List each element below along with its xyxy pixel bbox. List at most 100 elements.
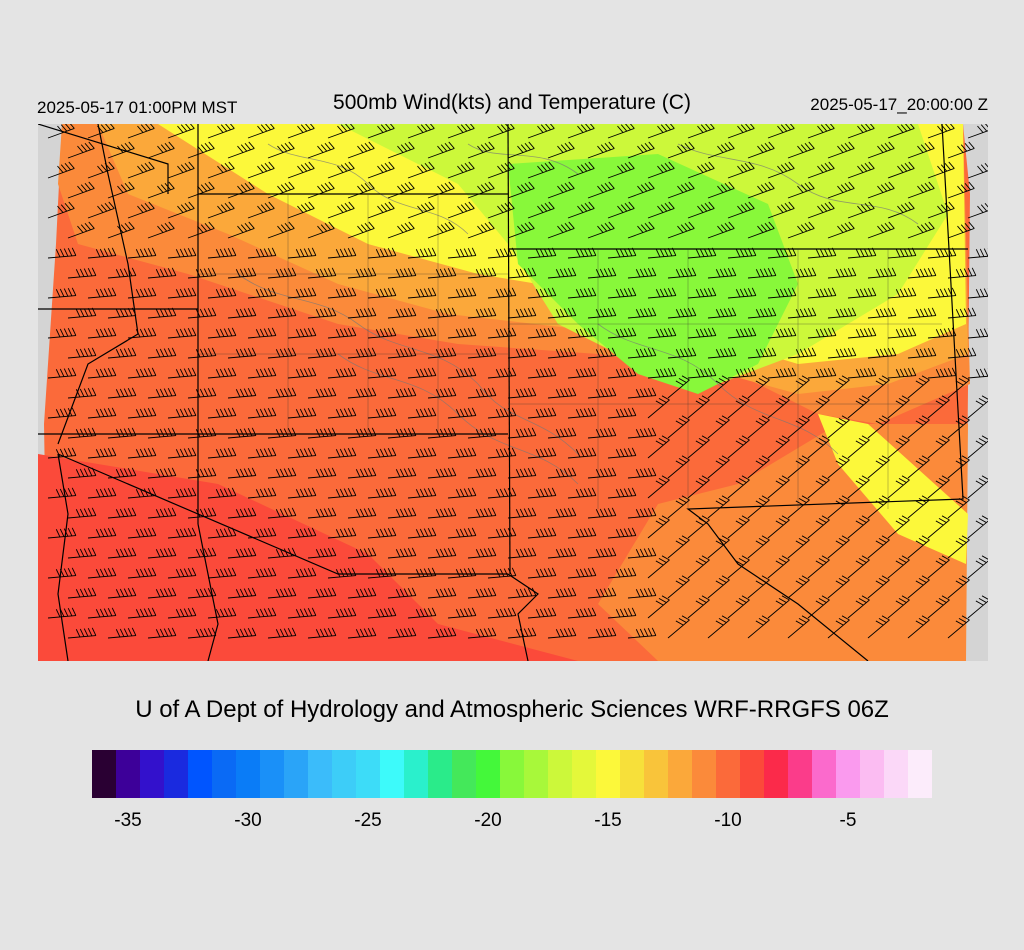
wind-barb	[187, 627, 217, 639]
wind-barb	[567, 567, 597, 579]
wind-barb	[347, 221, 375, 239]
wind-barb	[407, 447, 437, 459]
wind-barb	[207, 367, 237, 379]
colorbar-swatch	[884, 750, 908, 798]
wind-barb	[467, 467, 497, 479]
wind-barb	[327, 487, 357, 499]
wind-barb	[867, 267, 897, 279]
wind-barb	[87, 287, 117, 299]
colorbar-swatch	[740, 750, 764, 798]
colorbar-swatch	[716, 750, 740, 798]
wind-barb	[687, 435, 710, 459]
wind-barb	[187, 141, 215, 159]
wind-barb	[627, 547, 657, 559]
wind-barb	[627, 181, 655, 199]
wind-barb	[807, 435, 830, 459]
wind-barb	[287, 124, 315, 139]
wind-barb	[767, 555, 790, 579]
model-credit: U of A Dept of Hydrology and Atmospheric…	[135, 696, 889, 723]
wind-barb	[347, 387, 377, 399]
wind-barb	[647, 435, 670, 459]
wind-barb	[187, 587, 217, 599]
wind-barb	[787, 575, 810, 599]
wind-barb	[687, 395, 710, 419]
wind-barb	[947, 535, 970, 559]
wind-barb	[107, 267, 137, 279]
wind-barb	[867, 535, 890, 559]
wind-barb	[927, 475, 950, 499]
wind-barb	[107, 347, 137, 359]
wind-barb	[367, 201, 395, 219]
wind-barb	[747, 615, 770, 639]
wind-barb	[107, 387, 137, 399]
wind-barb	[107, 141, 135, 159]
wind-barb	[607, 124, 635, 139]
wind-barb	[447, 407, 477, 419]
wind-barb	[427, 141, 455, 159]
colorbar-swatch	[788, 750, 812, 798]
wind-barb	[847, 515, 870, 539]
wind-barb	[47, 201, 75, 219]
wind-barb	[707, 415, 730, 439]
wind-barb	[627, 347, 657, 359]
wind-barb	[267, 141, 295, 159]
wind-barb	[847, 327, 877, 339]
wind-barb	[607, 161, 635, 179]
map-canvas	[38, 124, 988, 661]
wind-barb	[767, 395, 790, 419]
border-line	[57, 124, 139, 445]
colorbar-tick-label: -5	[839, 810, 857, 831]
wind-barb	[287, 527, 317, 539]
wind-barb	[447, 487, 477, 499]
wind-barb	[447, 161, 475, 179]
wind-barb	[67, 181, 95, 199]
wind-barb	[647, 515, 670, 539]
wind-barb	[107, 221, 135, 239]
colorbar-swatch	[860, 750, 884, 798]
wind-barb	[747, 415, 770, 439]
colorbar-swatch	[908, 750, 932, 798]
wind-barb	[627, 221, 655, 239]
wind-barb	[787, 535, 810, 559]
wind-barb	[267, 307, 297, 319]
wind-barb	[487, 567, 517, 579]
wind-barb	[587, 141, 615, 159]
wind-barb	[247, 367, 277, 379]
wind-barb	[707, 347, 737, 359]
wind-barb	[727, 395, 750, 419]
wind-barb	[687, 201, 715, 219]
wind-barb	[367, 161, 395, 179]
wind-barb	[367, 487, 397, 499]
wind-barb	[767, 201, 795, 219]
wind-barb	[887, 367, 917, 379]
wind-barb	[267, 427, 297, 439]
wind-barb	[807, 161, 835, 179]
wind-barb	[687, 555, 710, 579]
colorbar-swatch	[260, 750, 284, 798]
wind-barb	[827, 347, 857, 359]
wind-barb	[147, 587, 177, 599]
colorbar-swatch	[188, 750, 212, 798]
wind-barb	[307, 387, 337, 399]
wind-barb	[867, 347, 897, 359]
wind-barb	[567, 407, 597, 419]
wind-barb	[267, 347, 297, 359]
wind-barb	[887, 247, 917, 259]
wind-barb	[407, 247, 437, 259]
wind-barb	[727, 247, 757, 259]
wind-barb	[567, 367, 597, 379]
wind-barb	[287, 327, 317, 339]
wind-barb	[567, 201, 595, 219]
wind-barb	[927, 367, 957, 379]
wind-barb	[187, 307, 217, 319]
wind-barb	[527, 124, 555, 139]
wind-barb	[427, 347, 457, 359]
wind-barb	[707, 221, 735, 239]
wind-barb	[467, 221, 495, 239]
wind-barb	[567, 527, 597, 539]
wind-barb	[327, 161, 355, 179]
wind-barb	[107, 587, 137, 599]
wind-barb	[67, 387, 97, 399]
wind-barb	[727, 515, 750, 539]
border-line	[38, 124, 169, 194]
